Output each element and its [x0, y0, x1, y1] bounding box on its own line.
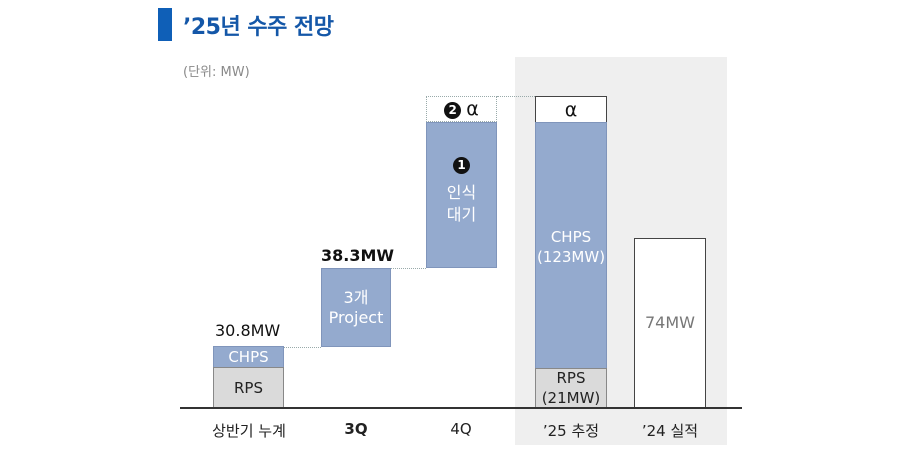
total-label-3q: 38.3MW: [321, 246, 395, 265]
bar-25-rps: RPS (21MW): [535, 368, 607, 408]
bar-label: 대기: [446, 205, 477, 224]
x-tick-label: 4Q: [450, 420, 472, 438]
marker-1-icon: 1: [453, 157, 470, 174]
alpha-label: α: [466, 98, 479, 120]
bar-label: CHPS: [228, 348, 269, 366]
bar-label: 74MW: [645, 313, 695, 332]
bar-label: CHPS: [550, 228, 592, 246]
unit-label: (단위: MW): [183, 65, 250, 80]
bar-h1-rps: RPS: [213, 367, 284, 408]
bar-4q-alpha: 2 α: [426, 96, 497, 122]
connector-line: [497, 96, 535, 97]
bar-24-actual: 74MW: [634, 238, 706, 408]
bar-label: 3개: [343, 287, 369, 307]
x-tick-label: ’24 실적: [641, 422, 699, 440]
bar-h1-chps: CHPS: [213, 346, 284, 368]
bar-label: RPS: [234, 378, 263, 397]
bar-4q: 1 인식 대기: [426, 122, 497, 268]
bar-label: RPS: [556, 369, 586, 387]
chart-title: ’25년 수주 전망: [183, 15, 334, 40]
bar-25-chps: CHPS (123MW): [535, 122, 607, 369]
alpha-label: α: [564, 98, 578, 121]
title-accent-bar: [158, 8, 172, 41]
bar-label: 인식: [446, 183, 477, 202]
marker-2-icon: 2: [444, 102, 462, 119]
connector-line: [284, 347, 321, 348]
bar-label: Project: [328, 307, 384, 327]
bar-3q: 3개 Project: [321, 268, 391, 347]
x-tick-label: 상반기 누계: [212, 422, 286, 440]
bar-25-alpha: α: [535, 96, 607, 123]
x-axis-line: [180, 407, 742, 409]
x-tick-label: 3Q: [344, 420, 368, 438]
bar-label: (21MW): [541, 389, 601, 407]
total-label-h1: 30.8MW: [215, 321, 281, 340]
x-tick-label: ’25 추정: [542, 422, 600, 440]
bar-label: (123MW): [536, 248, 606, 266]
connector-line: [391, 268, 426, 269]
